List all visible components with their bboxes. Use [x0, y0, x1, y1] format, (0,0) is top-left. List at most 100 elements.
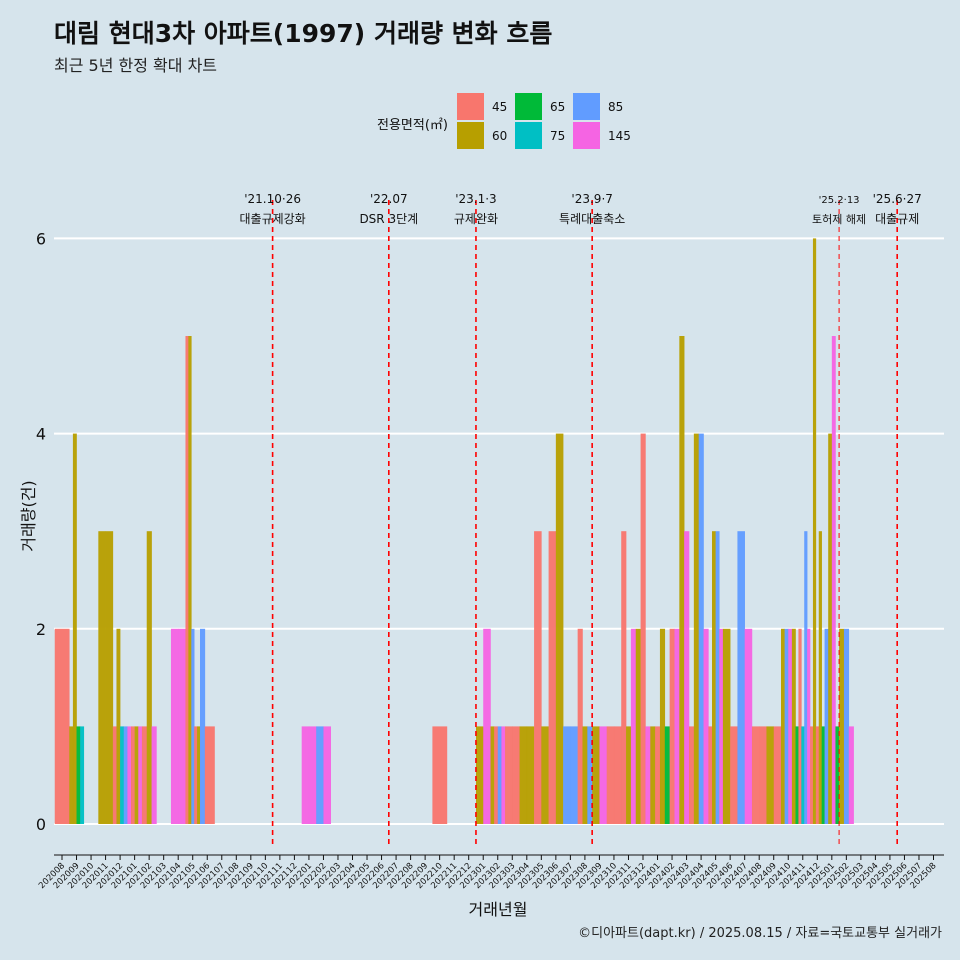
- bar: [835, 726, 840, 824]
- bar: [708, 726, 713, 824]
- bar: [582, 726, 588, 824]
- legend-swatch: [457, 93, 484, 120]
- bar: [801, 726, 805, 824]
- bar: [684, 531, 690, 824]
- bar: [664, 726, 670, 824]
- bar: [112, 726, 117, 824]
- bar: [831, 336, 836, 824]
- event-label: 규제완화: [454, 212, 498, 226]
- bar: [534, 531, 542, 824]
- bar: [712, 531, 716, 824]
- bar: [138, 726, 143, 824]
- bar: [146, 531, 152, 824]
- bar: [563, 726, 571, 824]
- bar: [209, 726, 215, 824]
- bar: [505, 726, 513, 824]
- bar: [730, 726, 738, 824]
- bar: [519, 726, 528, 824]
- bar: [791, 628, 796, 824]
- bar: [197, 726, 201, 824]
- bar: [116, 628, 121, 824]
- bar: [592, 726, 600, 824]
- bar: [301, 726, 310, 824]
- bar: [795, 726, 799, 824]
- bar: [613, 726, 622, 824]
- bar: [131, 726, 135, 824]
- bar: [69, 726, 74, 824]
- event-label: 특례대출축소: [559, 212, 625, 226]
- bar: [548, 531, 557, 824]
- bar: [626, 726, 632, 824]
- bar: [703, 628, 709, 824]
- bar: [818, 531, 822, 824]
- bar: [178, 628, 186, 824]
- event-date: '25.6·27: [873, 192, 922, 206]
- bar: [323, 726, 331, 824]
- bar: [781, 628, 785, 824]
- bar: [804, 531, 808, 824]
- bar: [722, 628, 731, 824]
- bar: [151, 726, 157, 824]
- bar: [848, 726, 854, 824]
- bar: [188, 336, 192, 824]
- bar: [316, 726, 324, 824]
- bar: [127, 726, 132, 824]
- bar: [693, 433, 699, 824]
- event-date: '25.2·13: [819, 195, 860, 206]
- bar: [123, 726, 128, 824]
- legend-title: 전용면적(㎡): [377, 118, 448, 133]
- bar: [98, 531, 106, 824]
- bar: [494, 726, 499, 824]
- bar: [839, 628, 845, 824]
- bar: [669, 628, 675, 824]
- bar: [807, 628, 811, 824]
- bar: [587, 726, 593, 824]
- bar: [759, 726, 767, 824]
- bar: [54, 628, 70, 824]
- bar: [788, 628, 793, 824]
- bar: [497, 726, 502, 824]
- bar: [555, 433, 564, 824]
- bar: [810, 726, 814, 824]
- legend: 전용면적(㎡) 45 60 65 75 85 145: [377, 93, 631, 149]
- bar: [141, 726, 148, 824]
- bar: [650, 726, 656, 824]
- bar: [204, 726, 210, 824]
- bar: [679, 336, 685, 824]
- bar: [688, 726, 695, 824]
- bar: [526, 726, 535, 824]
- source-caption: ©디아파트(dapt.kr) / 2025.08.15 / 자료=국토교통부 실…: [578, 926, 942, 941]
- bar: [744, 628, 753, 824]
- event-label: DSR 3단계: [359, 212, 418, 226]
- legend-label: 85: [608, 100, 623, 114]
- y-tick-label: 4: [36, 425, 46, 444]
- bar: [737, 531, 745, 824]
- event-label: 대출규제강화: [239, 212, 305, 226]
- event-annotations: '21.10·26 대출규제강화 '22.07 DSR 3단계 '23.1·3 규제완화 '…: [239, 192, 922, 848]
- bar: [606, 726, 615, 824]
- legend-swatch: [573, 93, 600, 120]
- legend-swatch: [515, 93, 542, 120]
- bar: [475, 726, 484, 824]
- bar: [784, 628, 789, 824]
- y-tick-label: 2: [36, 620, 46, 639]
- bar: [766, 726, 775, 824]
- bar: [655, 726, 661, 824]
- bars: [54, 238, 854, 824]
- legend-label: 60: [492, 129, 507, 143]
- event-label: 토허제 해제: [812, 212, 866, 226]
- bar: [170, 628, 179, 824]
- bar: [824, 628, 829, 824]
- bar: [483, 628, 491, 824]
- bar: [512, 726, 520, 824]
- event-label: 대출규제: [875, 212, 919, 226]
- x-axis-title: 거래년월: [469, 900, 528, 919]
- bar: [698, 433, 704, 824]
- event-date: '23.9·7: [571, 192, 612, 206]
- bar: [751, 726, 760, 824]
- y-axis-title: 거래량(건): [19, 480, 38, 551]
- bar: [541, 726, 549, 824]
- y-tick-label: 6: [36, 229, 46, 248]
- legend-swatch: [573, 122, 600, 149]
